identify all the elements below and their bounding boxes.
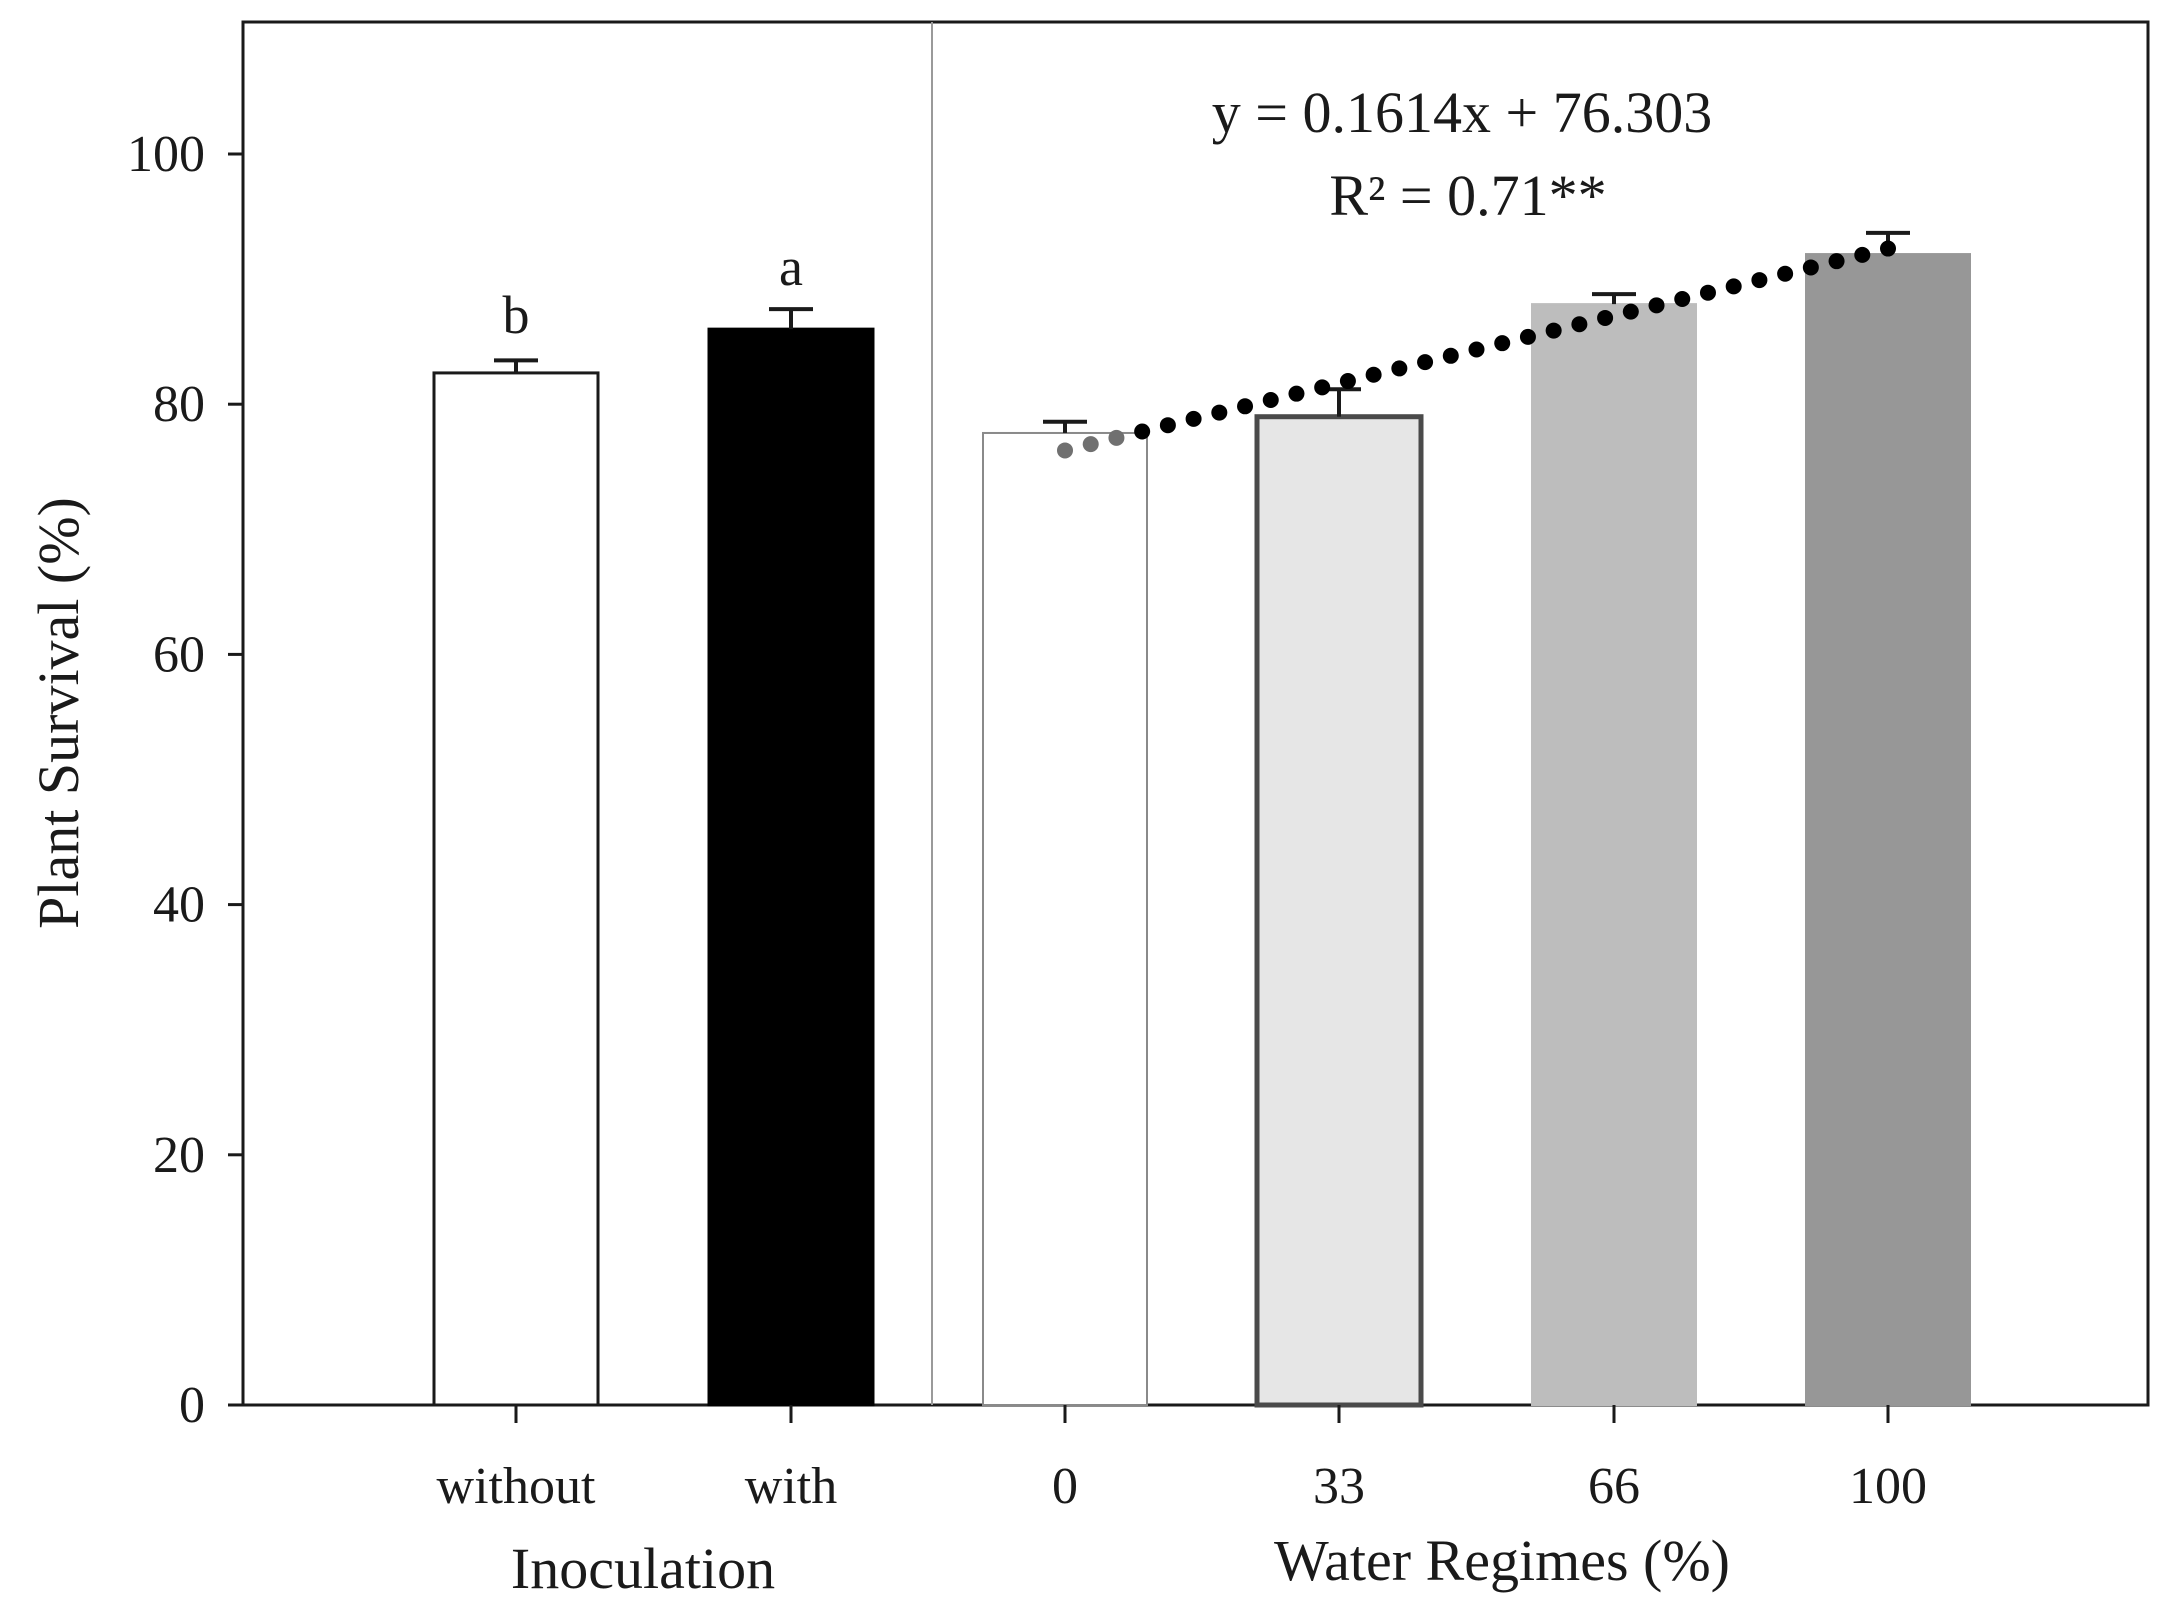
bar-33: [1254, 414, 1424, 1408]
x-tick-label-without: without: [437, 1458, 596, 1515]
bar-0: [982, 431, 1148, 1406]
trendline-dot: [1880, 240, 1896, 257]
trendline-dot: [1185, 410, 1202, 427]
trendline-dot: [1468, 341, 1485, 358]
trendline-dot: [1751, 272, 1768, 289]
trendline-dot: [1211, 404, 1228, 421]
trendline-dot: [1674, 291, 1691, 308]
trendline-dot: [1828, 253, 1845, 270]
trendline-dot: [1417, 354, 1434, 371]
bar-100: [1805, 253, 1971, 1407]
x-tick-label-with: with: [745, 1458, 837, 1515]
trendline-dot: [1854, 246, 1871, 263]
trendline-dot: [1648, 297, 1665, 314]
trendline-dot: [1262, 391, 1279, 408]
trendline-dot: [1777, 265, 1794, 282]
x-tick-label-100: 100: [1849, 1458, 1927, 1515]
trendline-layer: [1057, 240, 1896, 459]
trendline-dot: [1442, 347, 1459, 364]
trendline-dot: [1108, 429, 1125, 446]
trendline-dot: [1545, 322, 1562, 339]
trendline-dot: [1802, 259, 1819, 276]
regression-r2: R² = 0.71**: [1329, 163, 1606, 228]
significance-letter-without: b: [503, 285, 530, 345]
trendline-dot: [1391, 360, 1408, 377]
bar-with: [707, 327, 875, 1407]
y-tick-label-60: 60: [153, 626, 205, 683]
significance-letter-with: a: [779, 237, 803, 297]
trendline-dot: [1057, 442, 1073, 459]
bar-without: [432, 371, 600, 1407]
trendline-dot: [1519, 328, 1536, 345]
y-tick-label-100: 100: [127, 126, 205, 183]
trendline-dot: [1699, 284, 1716, 301]
trendline-dot: [1082, 436, 1099, 453]
x-tick-label-33: 33: [1313, 1458, 1365, 1515]
regression-equation: y = 0.1614x + 76.303: [1212, 80, 1712, 145]
x-tick-label-66: 66: [1588, 1458, 1640, 1515]
trendline-dot: [1725, 278, 1742, 295]
x-tick-label-0: 0: [1052, 1458, 1078, 1515]
y-tick-label-40: 40: [153, 877, 205, 934]
trendline-dot: [1314, 379, 1331, 396]
plot-frame: [241, 20, 2150, 1407]
x-axis-title-inoculation: Inoculation: [511, 1536, 775, 1601]
trendline-dot: [1571, 316, 1588, 333]
trendline-dot: [1339, 373, 1356, 390]
trendline-dot: [1159, 417, 1176, 434]
y-tick-label-20: 20: [153, 1127, 205, 1184]
trendline-dot: [1288, 385, 1305, 402]
trendline-dot: [1494, 335, 1511, 352]
y-axis-title: Plant Survival (%): [26, 497, 91, 929]
trendline-dot: [1365, 366, 1382, 383]
y-axis: 0 20 40 60 80 100: [127, 126, 243, 1434]
error-bars-layer: [494, 230, 1910, 433]
bars-layer: [432, 253, 1971, 1408]
x-axis: without with 0 33 66 100: [437, 1405, 1927, 1515]
y-tick-label-80: 80: [153, 376, 205, 433]
bar-66: [1531, 303, 1697, 1406]
trendline-dot: [1134, 423, 1151, 440]
trendline-dot: [1597, 309, 1614, 326]
trendline-dot: [1237, 398, 1254, 415]
trendline-dot: [1622, 303, 1639, 320]
y-tick-label-0: 0: [179, 1377, 205, 1434]
x-axis-title-water-regimes: Water Regimes (%): [1274, 1528, 1730, 1593]
